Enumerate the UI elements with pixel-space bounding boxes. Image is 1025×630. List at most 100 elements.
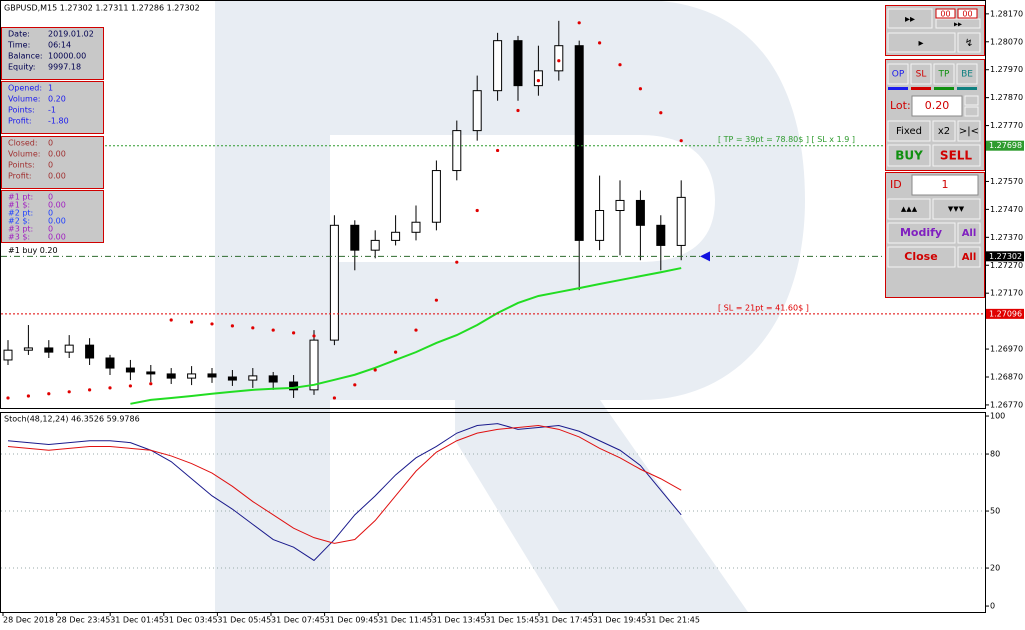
- x-tick-label: 31 Dec 11:45: [378, 616, 432, 625]
- price-title: GBPUSD,M15 1.27302 1.27311 1.27286 1.273…: [4, 4, 200, 13]
- info-value: 0.00: [48, 217, 66, 226]
- candle-body: [391, 231, 401, 241]
- info-label: #2 pt:: [8, 209, 33, 218]
- fast-button[interactable]: [887, 8, 933, 29]
- y-tick-label: 50: [990, 507, 1000, 516]
- tool-button[interactable]: [957, 32, 981, 53]
- timer-label: 00: [940, 10, 950, 19]
- split-button[interactable]: [957, 120, 981, 142]
- modify-button[interactable]: [887, 222, 956, 244]
- double-button[interactable]: [932, 120, 956, 142]
- stoch-line: [7, 423, 682, 562]
- candle-body: [207, 373, 217, 378]
- up-label: ▲▲▲: [901, 205, 918, 213]
- mode-button[interactable]: [910, 63, 932, 85]
- info-value: 0.00: [48, 201, 66, 210]
- close-all-button[interactable]: [957, 246, 981, 268]
- candle-body: [3, 349, 13, 361]
- sar-dot: [271, 328, 275, 332]
- sar-dot: [638, 87, 643, 91]
- sell-button[interactable]: [932, 144, 981, 167]
- info-value: -1: [48, 106, 56, 115]
- candle-body: [615, 199, 625, 212]
- y-tick-label: 80: [990, 450, 1000, 459]
- price-frame: [0, 0, 986, 409]
- info-value: 10000.00: [48, 52, 86, 61]
- play-label: ▸: [918, 38, 923, 49]
- modify-all-button[interactable]: [957, 222, 981, 244]
- sar-dot: [353, 383, 357, 387]
- level-note: #1 buy 0.20: [8, 246, 58, 255]
- sar-dot: [230, 324, 234, 328]
- buy-button[interactable]: [887, 144, 931, 167]
- stoch-title: Stoch(48,12,24) 46.3526 59.9786: [4, 415, 140, 424]
- candle-body: [105, 357, 115, 369]
- fixed-button[interactable]: [887, 120, 931, 142]
- step-button[interactable]: [935, 18, 981, 29]
- info-panel: [1, 27, 104, 80]
- info-value: 0.00: [48, 172, 66, 181]
- mode-button[interactable]: [956, 63, 978, 85]
- double-label: x2: [938, 126, 950, 137]
- x-tick-label: 31 Dec 07:45: [271, 616, 325, 625]
- lot-up[interactable]: [964, 95, 979, 106]
- sar-dot: [47, 392, 51, 396]
- mode-button[interactable]: [933, 63, 955, 85]
- mode-indicator: [888, 87, 908, 90]
- modify-all-label: All: [962, 228, 977, 239]
- timer-box: [957, 8, 978, 19]
- mode-label: TP: [938, 70, 950, 80]
- level-price: 1.27698: [989, 141, 1022, 150]
- mode-button[interactable]: [887, 63, 909, 85]
- info-value: 0.00: [48, 233, 66, 242]
- candle-body: [533, 70, 543, 87]
- info-label: Volume:: [8, 95, 40, 104]
- watermark-bowl: [330, 0, 805, 400]
- candle-body: [676, 196, 686, 246]
- y-tick-label: 1.27470: [990, 205, 1023, 214]
- sar-dot: [332, 396, 336, 400]
- lot-down[interactable]: [964, 106, 979, 117]
- id-field[interactable]: [911, 174, 979, 196]
- x-tick-label: 31 Dec 21:45: [646, 616, 700, 625]
- info-value: 0: [48, 193, 53, 202]
- up-button[interactable]: [887, 198, 931, 220]
- y-tick-label: 100: [990, 412, 1005, 421]
- close-button[interactable]: [887, 246, 956, 268]
- sar-dot: [434, 298, 438, 302]
- info-value: -1.80: [48, 117, 69, 126]
- candle-body: [289, 381, 299, 391]
- play-button[interactable]: [887, 32, 956, 53]
- sar-dot: [394, 350, 398, 354]
- info-label: Points:: [8, 161, 35, 170]
- close-all-label: All: [962, 252, 977, 263]
- candle-body: [248, 375, 258, 381]
- mode-label: SL: [916, 70, 927, 80]
- candle-body: [370, 239, 380, 251]
- y-tick-label: 20: [990, 564, 1000, 573]
- y-tick-label: 1.27270: [990, 261, 1023, 270]
- sar-dot: [108, 386, 112, 390]
- level-note: [ TP = 39pt = 78.80$ ] [ SL x 1.9 ]: [718, 135, 855, 144]
- candle-body: [85, 344, 95, 359]
- down-button[interactable]: [932, 198, 981, 220]
- x-tick-label: 31 Dec 15:45: [485, 616, 539, 625]
- y-tick-label: 1.26770: [990, 400, 1023, 409]
- sar-dot: [536, 79, 541, 83]
- y-tick-label: 1.27970: [990, 65, 1023, 74]
- y-tick-label: 1.28170: [990, 9, 1023, 18]
- watermark-leg: [455, 400, 748, 612]
- level-badge: [986, 308, 1024, 319]
- chart-layer: 1.28170 1.28070 1.27970 1.27870 1.27770 1.275…: [1, 9, 1024, 625]
- x-tick-label: 31 Dec 19:45: [593, 616, 647, 625]
- sar-dot: [67, 390, 71, 394]
- lot-field[interactable]: [911, 95, 963, 117]
- candle-body: [227, 376, 237, 381]
- info-label: Time:: [7, 41, 30, 50]
- moving-average: [130, 267, 682, 405]
- sar-dot: [88, 388, 92, 392]
- x-tick-label: 31 Dec 05:45: [217, 616, 271, 625]
- sar-dot: [251, 326, 255, 330]
- mode-indicator: [934, 87, 954, 90]
